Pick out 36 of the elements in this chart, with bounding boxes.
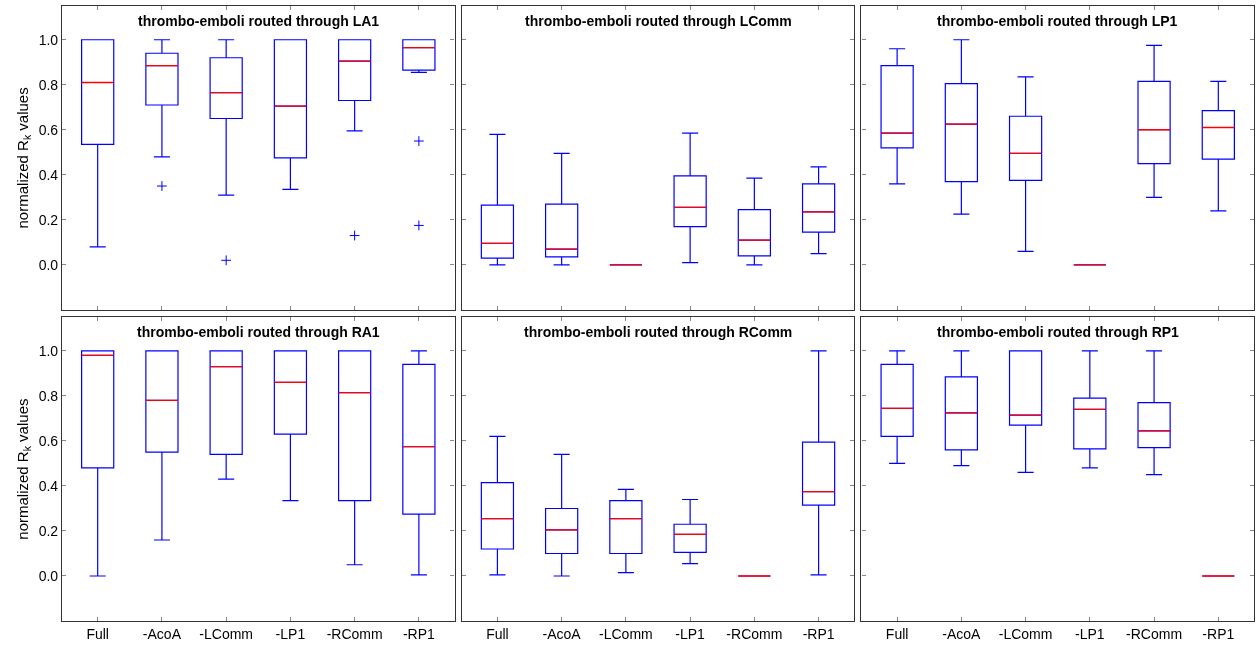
x-tick-label: -LP1 [1075,625,1105,642]
x-tick-label: -RP1 [1202,625,1235,642]
text: thrombo-emboli routed through RComm [524,324,793,340]
x-tick-label: -RComm [726,625,783,642]
x-tick-label: -LP1 [675,625,706,642]
x-tick-label: -LComm [998,625,1053,642]
x-tick-label: Full [86,625,109,642]
x-tick-label: -RComm [1126,625,1183,642]
x-tick-label: -RP1 [402,625,436,642]
text: thrombo-emboli routed through LA1 [138,13,380,29]
y-tick-label: 0.0 [38,567,59,584]
x-tick-label: -LComm [599,625,653,642]
x-tick-label: -LP1 [275,625,306,642]
y-tick-label: 1.0 [38,31,59,48]
x-tick-label: -AcoA [942,625,982,642]
text: thrombo-emboli routed through RA1 [137,324,380,340]
y-tick-label: 0.8 [38,76,59,93]
y-tick-label: 0.4 [38,166,59,183]
y-tick-label: 0.4 [38,477,59,494]
y-tick-label: 0.2 [38,522,59,539]
y-tick-label: 0.0 [38,256,59,273]
y-tick-label: 1.0 [38,342,59,359]
y-tick-label: 0.6 [38,121,59,138]
x-tick-label: -RComm [326,625,383,642]
x-tick-label: -AcoA [542,625,582,642]
y-tick-label: 0.6 [38,432,59,449]
text: thrombo-emboli routed through LComm [525,13,792,29]
x-tick-label: -AcoA [142,625,182,642]
y-tick-label: 0.8 [38,387,59,404]
y-tick-label: 0.2 [38,211,59,228]
x-tick-label: -LComm [199,625,253,642]
text: thrombo-emboli routed through RP1 [937,324,1180,340]
x-tick-label: Full [486,625,509,642]
x-tick-label: Full [885,625,909,642]
text: thrombo-emboli routed through LP1 [937,13,1178,29]
x-tick-label: -RP1 [802,625,835,642]
